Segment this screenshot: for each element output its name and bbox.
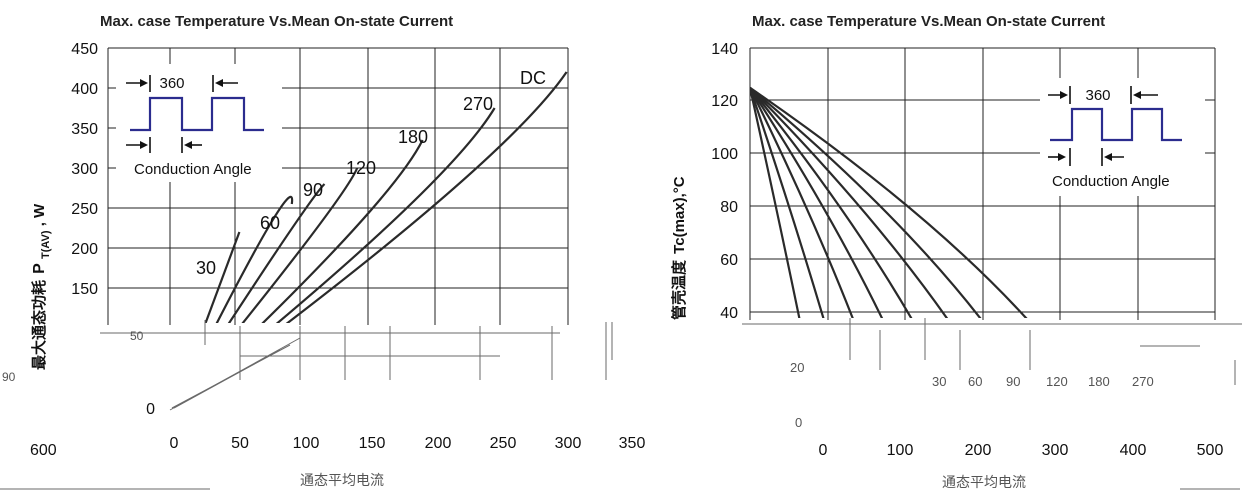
right-curve-dc <box>750 86 1028 318</box>
right-inset: 360 Conduction Angle <box>1040 78 1205 196</box>
left-inset: 360 Conduction Angle <box>116 64 282 182</box>
left-ytick: 400 <box>71 81 98 98</box>
left-xtick: 300 <box>555 435 582 452</box>
left-angle-label: DC <box>520 68 546 88</box>
right-ytick: 100 <box>711 146 738 163</box>
left-angle-label: 270 <box>463 94 493 114</box>
right-curve-20 <box>750 87 801 318</box>
left-stray-tick: 600 <box>30 442 57 459</box>
left-ytick: 250 <box>71 201 98 218</box>
right-ytick: 140 <box>711 41 738 58</box>
left-xtick: 150 <box>359 435 386 452</box>
right-curve-180 <box>750 87 949 318</box>
left-ytick: 150 <box>71 281 98 298</box>
right-curve-120 <box>750 87 913 318</box>
left-xtick: 350 <box>619 435 646 452</box>
left-xtick: 100 <box>293 435 320 452</box>
right-stray-zero: 0 <box>795 415 802 430</box>
left-angle-label: 120 <box>346 158 376 178</box>
left-curve-180 <box>261 139 424 323</box>
left-stray-number: 50 <box>130 329 144 343</box>
left-y-label-symbol: P <box>31 263 48 274</box>
left-pulse-waveform <box>130 96 264 132</box>
right-angle-label: 90 <box>1006 374 1020 389</box>
left-y-label-unit: W <box>31 203 48 218</box>
right-inset-angle: 360 <box>1085 87 1110 104</box>
right-angle-label: 120 <box>1046 374 1068 389</box>
right-ytick: 120 <box>711 93 738 110</box>
right-chart: Max. case Temperature Vs.Mean On-state C… <box>670 13 1242 490</box>
left-inset-label: Conduction Angle <box>134 161 252 178</box>
right-xtick: 500 <box>1197 442 1224 459</box>
left-curve-120 <box>241 167 359 323</box>
left-ytick: 0 <box>146 401 155 418</box>
right-ytick: 40 <box>720 305 738 322</box>
svg-text:管壳温度 Tc(max),°C: 管壳温度 Tc(max),°C <box>670 176 688 320</box>
right-xtick: 200 <box>965 442 992 459</box>
left-curve-60 <box>215 195 294 323</box>
right-angle-label: 20 <box>790 360 804 375</box>
right-inset-label: Conduction Angle <box>1052 173 1170 190</box>
left-ytick: 300 <box>71 161 98 178</box>
right-xtick: 400 <box>1120 442 1147 459</box>
right-angle-label: 60 <box>968 374 982 389</box>
right-curves <box>750 86 1028 318</box>
right-curve-270 <box>750 86 982 318</box>
left-ytick: 350 <box>71 121 98 138</box>
left-curve-30 <box>204 231 241 323</box>
right-angle-label: 180 <box>1088 374 1110 389</box>
right-chart-title: Max. case Temperature Vs.Mean On-state C… <box>752 13 1105 30</box>
left-y-label-cn: 最大通态功耗 <box>30 280 48 370</box>
right-xtick: 100 <box>887 442 914 459</box>
right-angle-label: 30 <box>932 374 946 389</box>
right-ytick: 80 <box>720 199 738 216</box>
left-xtick: 200 <box>425 435 452 452</box>
left-angle-label: 30 <box>196 258 216 278</box>
right-curve-90 <box>750 87 884 318</box>
left-xtick: 50 <box>231 435 249 452</box>
left-angle-label: 90 <box>303 180 323 200</box>
left-curve-dc <box>285 71 568 323</box>
right-curve-30 <box>750 87 825 318</box>
right-y-label: 管壳温度 Tc(max),°C <box>670 176 688 320</box>
right-pulse-waveform <box>1050 107 1182 142</box>
left-curve-270 <box>275 107 496 323</box>
left-curves <box>204 71 568 323</box>
left-angle-label: 180 <box>398 127 428 147</box>
left-chart-title: Max. case Temperature Vs.Mean On-state C… <box>100 13 453 30</box>
left-curve-90 <box>227 183 326 323</box>
left-stray-number: 90 <box>2 370 16 384</box>
right-angle-label: 270 <box>1132 374 1154 389</box>
left-angle-label: 60 <box>260 213 280 233</box>
left-xtick: 0 <box>170 435 179 452</box>
right-curve-60 <box>750 87 854 318</box>
svg-text:最大通态功耗 P T(AV): 最大通态功耗 P T(AV) , W <box>30 203 53 370</box>
right-ytick: 60 <box>720 252 738 269</box>
left-chart: Max. case Temperature Vs.Mean On-state C… <box>0 13 646 490</box>
right-xtick: 300 <box>1042 442 1069 459</box>
right-artifacts: 20 30 60 90 120 180 270 0 通态平均电流 <box>742 318 1242 490</box>
left-grid <box>107 47 569 325</box>
right-xtick: 0 <box>819 442 828 459</box>
right-y-label-cn: 管壳温度 <box>670 259 688 320</box>
left-ytick: 200 <box>71 241 98 258</box>
right-stray-axis-label: 通态平均电流 <box>942 474 1026 490</box>
left-stray-axis-label: 通态平均电流 <box>300 472 384 488</box>
left-y-label: 最大通态功耗 P T(AV) , W <box>30 203 53 370</box>
left-artifacts: 90 50 通态平均电流 600 <box>0 320 620 490</box>
left-xtick: 250 <box>490 435 517 452</box>
left-ytick: 450 <box>71 41 98 58</box>
left-inset-angle: 360 <box>159 75 184 92</box>
left-y-label-sub: T(AV) <box>40 230 52 259</box>
right-y-label-symbol: Tc(max),°C <box>671 176 688 254</box>
